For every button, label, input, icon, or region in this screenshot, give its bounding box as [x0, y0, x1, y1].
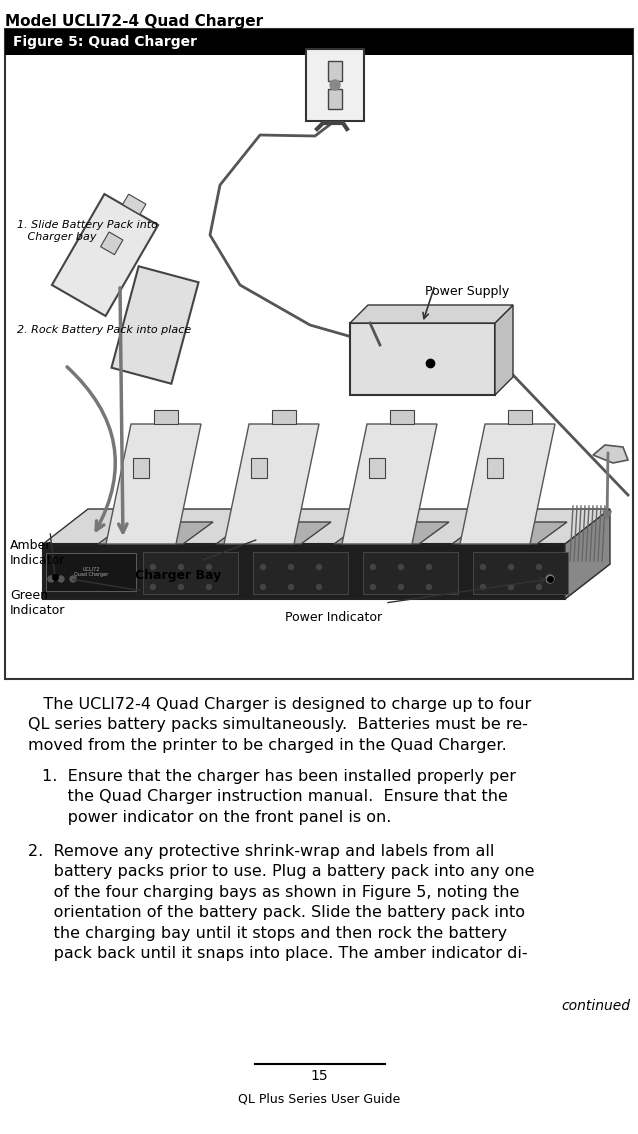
Circle shape	[207, 584, 212, 590]
Polygon shape	[98, 522, 213, 544]
Polygon shape	[112, 266, 198, 383]
Bar	[5, 29, 633, 56]
Bar	[272, 411, 296, 424]
Circle shape	[508, 565, 514, 569]
Circle shape	[58, 576, 64, 582]
Bar	[306, 49, 364, 121]
Polygon shape	[460, 424, 555, 544]
Polygon shape	[350, 305, 513, 323]
Text: Power Supply: Power Supply	[425, 285, 509, 298]
Circle shape	[179, 584, 184, 590]
Text: Figure 5: Quad Charger: Figure 5: Quad Charger	[13, 35, 197, 49]
Bar	[251, 458, 267, 479]
Bar	[328, 88, 342, 109]
Bar	[390, 411, 414, 424]
Bar	[253, 552, 348, 594]
Circle shape	[426, 584, 431, 590]
Polygon shape	[342, 424, 437, 544]
Circle shape	[179, 565, 184, 569]
Circle shape	[316, 584, 322, 590]
Polygon shape	[565, 509, 610, 599]
Text: Green
Indicator: Green Indicator	[10, 589, 65, 617]
Circle shape	[480, 584, 486, 590]
Circle shape	[48, 576, 54, 582]
Text: continued: continued	[561, 999, 630, 1013]
Text: 2. Rock Battery Pack into place: 2. Rock Battery Pack into place	[17, 325, 191, 335]
Circle shape	[260, 565, 265, 569]
Polygon shape	[43, 564, 610, 599]
Polygon shape	[106, 424, 201, 544]
Bar	[350, 323, 495, 395]
Bar	[363, 552, 458, 594]
Text: UCLI72
Quad Charger: UCLI72 Quad Charger	[74, 567, 108, 577]
Polygon shape	[43, 544, 565, 599]
Text: Amber
Indicator: Amber Indicator	[10, 539, 65, 567]
Circle shape	[70, 576, 76, 582]
Text: The UCLI72-4 Quad Charger is designed to charge up to four
QL series battery pac: The UCLI72-4 Quad Charger is designed to…	[28, 697, 531, 753]
Circle shape	[330, 81, 340, 90]
Circle shape	[426, 565, 431, 569]
Polygon shape	[216, 522, 331, 544]
Text: 1. Slide Battery Pack into
   Charger bay: 1. Slide Battery Pack into Charger bay	[17, 220, 158, 242]
Circle shape	[480, 565, 486, 569]
Circle shape	[537, 565, 542, 569]
Circle shape	[508, 584, 514, 590]
Polygon shape	[52, 194, 158, 316]
Circle shape	[151, 584, 156, 590]
Bar	[369, 458, 385, 479]
Circle shape	[546, 575, 554, 583]
Circle shape	[371, 584, 376, 590]
Text: 15: 15	[310, 1069, 328, 1083]
Circle shape	[399, 565, 403, 569]
Bar	[143, 552, 238, 594]
Polygon shape	[101, 232, 123, 255]
Bar	[473, 552, 568, 594]
Text: Charger Bay: Charger Bay	[135, 569, 221, 582]
Bar	[487, 458, 503, 479]
Circle shape	[207, 565, 212, 569]
Bar	[154, 411, 178, 424]
Bar	[328, 61, 342, 81]
Circle shape	[399, 584, 403, 590]
Bar	[46, 553, 136, 591]
Text: Model UCLI72-4 Quad Charger: Model UCLI72-4 Quad Charger	[5, 14, 263, 29]
Polygon shape	[593, 445, 628, 463]
Text: 1.  Ensure that the charger has been installed properly per
     the Quad Charge: 1. Ensure that the charger has been inst…	[42, 769, 516, 824]
Bar	[508, 411, 532, 424]
Circle shape	[316, 565, 322, 569]
Text: 2.  Remove any protective shrink-wrap and labels from all
     battery packs pri: 2. Remove any protective shrink-wrap and…	[28, 844, 535, 960]
Polygon shape	[495, 305, 513, 395]
Polygon shape	[224, 424, 319, 544]
Circle shape	[371, 565, 376, 569]
Circle shape	[288, 584, 293, 590]
Polygon shape	[122, 194, 146, 214]
Circle shape	[260, 584, 265, 590]
Polygon shape	[334, 522, 449, 544]
Polygon shape	[43, 509, 610, 544]
Polygon shape	[452, 522, 567, 544]
Bar	[5, 29, 633, 679]
Bar	[133, 458, 149, 479]
Circle shape	[151, 565, 156, 569]
Text: Power Indicator: Power Indicator	[285, 611, 382, 624]
Text: QL Plus Series User Guide: QL Plus Series User Guide	[238, 1092, 400, 1105]
Circle shape	[537, 584, 542, 590]
Circle shape	[288, 565, 293, 569]
